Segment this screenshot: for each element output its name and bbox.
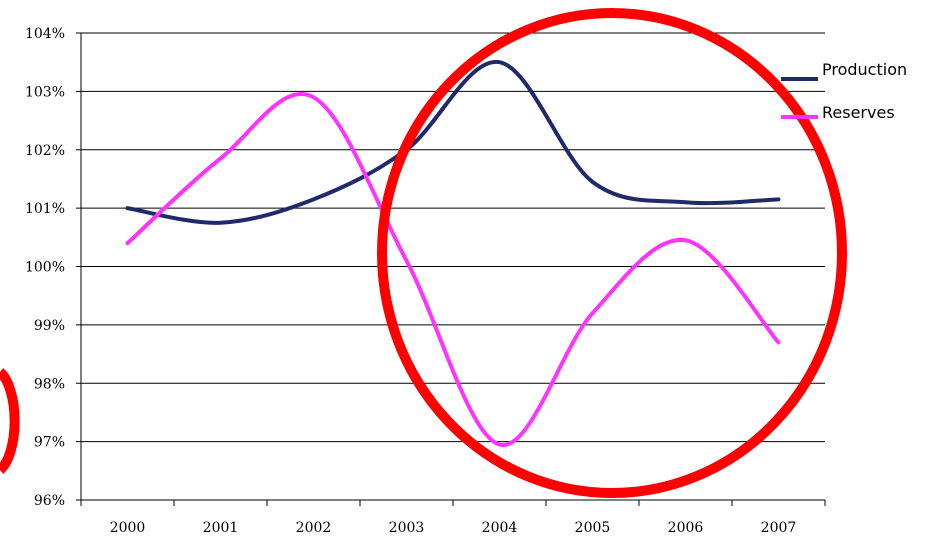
legend: Production Reserves (781, 60, 907, 122)
series-line-production (125, 60, 781, 225)
legend-label-reserves: Reserves (822, 103, 895, 122)
y-tick-label: 99% (34, 318, 65, 334)
y-tick-label: 97% (34, 435, 65, 451)
y-tick-label: 98% (34, 376, 65, 392)
x-tick-label: 2003 (389, 520, 425, 536)
highlight-circle (377, 8, 847, 498)
x-tick-label: 2000 (110, 520, 146, 536)
x-tick-label: 2004 (482, 520, 518, 536)
x-tick-label: 2006 (668, 520, 704, 536)
y-tick-label: 101% (25, 201, 65, 217)
highlight-arc-left (0, 368, 20, 474)
y-tick-label: 100% (25, 260, 65, 276)
x-tick-label: 2001 (203, 520, 239, 536)
y-tick-label: 103% (25, 84, 65, 100)
legend-label-production: Production (822, 60, 907, 79)
x-tick-label: 2005 (575, 520, 611, 536)
y-tick-label: 96% (34, 493, 65, 509)
x-tick-label: 2007 (761, 520, 797, 536)
annotations (0, 8, 847, 498)
y-tick-label: 104% (25, 26, 65, 42)
gridlines (81, 32, 825, 443)
x-tick-label: 2002 (296, 520, 332, 536)
series-lines (125, 60, 781, 447)
x-tick-labels: 2000 2001 2002 2003 2004 2005 2006 2007 (80, 500, 826, 536)
y-tick-label: 102% (25, 143, 65, 159)
series-line-reserves (125, 92, 781, 447)
y-tick-labels: 96% 97% 98% 99% 100% 101% 102% 103% 104% (25, 26, 81, 509)
